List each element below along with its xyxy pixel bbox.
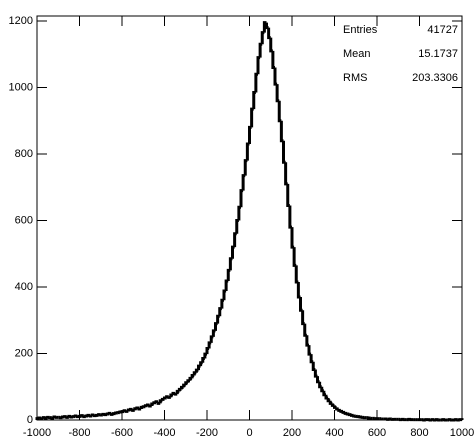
histogram-bin (162, 399, 164, 400)
histogram-bin (63, 417, 65, 418)
x-tick-label: -600 (111, 427, 133, 439)
stats-label: RMS (343, 72, 367, 84)
histogram-bin (135, 409, 137, 411)
x-tick-label: -200 (196, 427, 218, 439)
y-tick-label: 400 (15, 281, 33, 293)
histogram-bin (352, 415, 354, 416)
histogram-bin (343, 411, 345, 412)
stats-value: 41727 (427, 24, 458, 36)
y-tick-label: 200 (15, 347, 33, 359)
x-tick-label: 200 (283, 427, 301, 439)
x-tick-label: 400 (325, 427, 343, 439)
x-tick-label: 600 (368, 427, 386, 439)
histogram-bin (116, 413, 118, 414)
histogram-bin (349, 414, 351, 415)
y-tick-label: 800 (15, 148, 33, 160)
histogram-bin (120, 412, 122, 413)
histogram-bin (339, 409, 341, 410)
y-tick-label: 0 (27, 414, 33, 426)
histogram-bin (345, 412, 347, 413)
histogram-bin (154, 403, 156, 404)
histogram-bin (114, 414, 116, 415)
x-tick-label: 1000 (450, 427, 474, 439)
histogram-bin (337, 407, 339, 409)
histogram-bin (141, 407, 143, 409)
x-tick-label: -1000 (23, 427, 51, 439)
stats-label: Entries (343, 24, 378, 36)
y-tick-label: 600 (15, 214, 33, 226)
stats-value: 15.1737 (418, 48, 458, 60)
histogram-bin (347, 413, 349, 414)
stats-value: 203.3306 (412, 72, 458, 84)
histogram-bin (145, 406, 147, 407)
histogram-bin (107, 414, 109, 415)
x-tick-label: -800 (68, 427, 90, 439)
y-tick-label: 1000 (9, 81, 33, 93)
histogram-bin (143, 407, 145, 408)
histogram-bin (354, 415, 356, 416)
histogram-bin (341, 410, 343, 411)
histogram-bin (165, 398, 167, 399)
y-tick-label: 1200 (9, 15, 33, 27)
x-tick-label: 800 (410, 427, 428, 439)
histogram-bin (37, 419, 39, 420)
x-tick-label: 0 (246, 427, 252, 439)
frame (37, 16, 462, 420)
histogram-bin (86, 416, 88, 417)
stats-label: Mean (343, 48, 371, 60)
histogram-bin (128, 410, 130, 411)
x-tick-label: -400 (153, 427, 175, 439)
